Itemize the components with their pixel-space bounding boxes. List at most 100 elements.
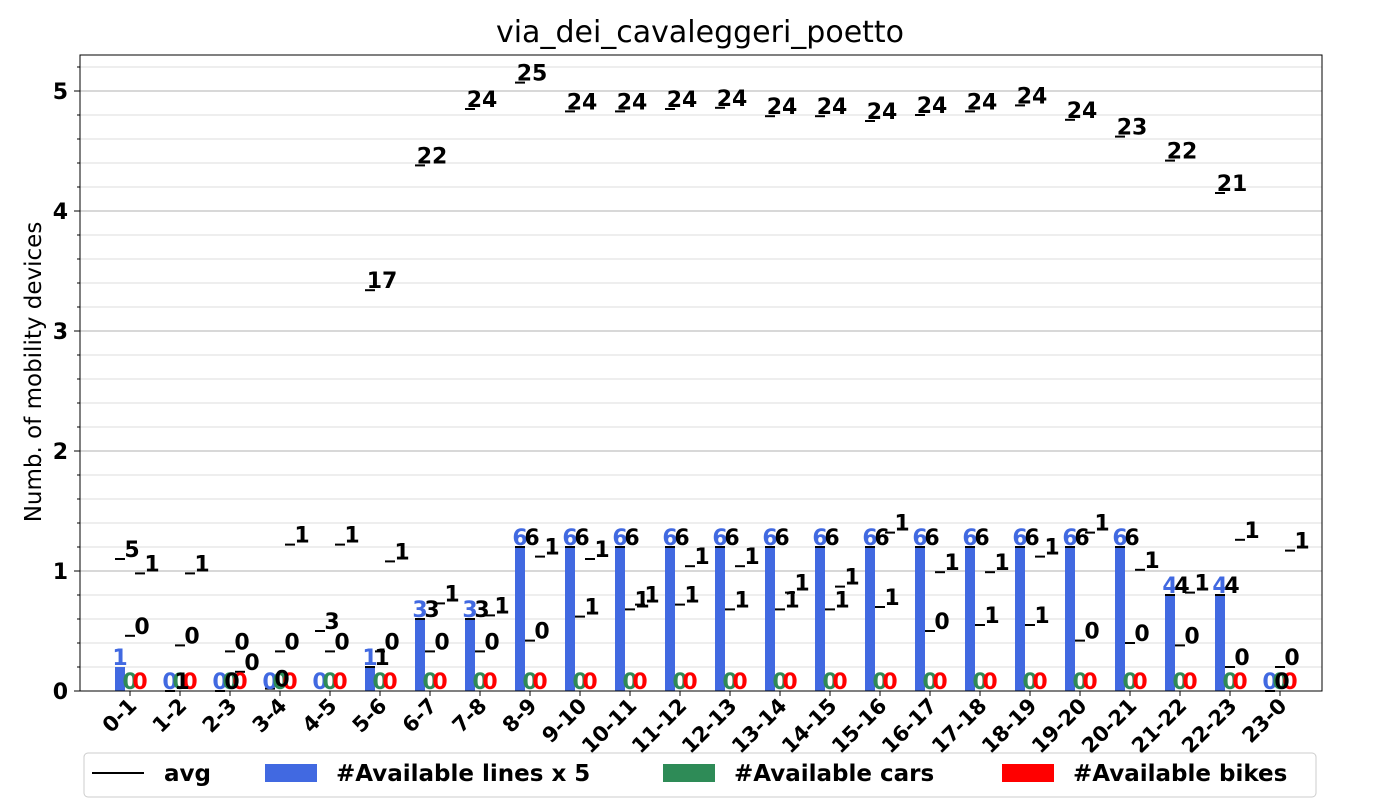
x-tick-label: 19-20 xyxy=(1027,694,1091,758)
bar-value-label: 0 xyxy=(1272,670,1287,695)
bar-value-label: 0 xyxy=(1082,670,1097,695)
x-tick-label: 10-11 xyxy=(577,694,641,758)
x-tick-label: 14-15 xyxy=(777,694,841,758)
avg-value-label: 1 xyxy=(1094,512,1109,537)
bar-value-label: 0 xyxy=(422,670,437,695)
avg-value-label: 1 xyxy=(1244,519,1259,544)
avg-value-label: 0 xyxy=(224,670,239,695)
avg-value-label: 1 xyxy=(984,604,999,629)
bar-value-label: 6 xyxy=(912,526,927,551)
bar xyxy=(415,619,425,691)
avg-value-label: 6 xyxy=(1024,526,1039,551)
x-tick-label: 23-0 xyxy=(1237,694,1291,748)
bar-value-label: 0 xyxy=(482,670,497,695)
bar-value-label: 6 xyxy=(812,526,827,551)
bar-value-label: 0 xyxy=(872,670,887,695)
bar-value-label: 0 xyxy=(282,670,297,695)
avg-value-label: 1 xyxy=(444,582,459,607)
avg-value-label: 0 xyxy=(334,630,349,655)
bar-value-label: 0 xyxy=(472,670,487,695)
bar-value-label: 6 xyxy=(1112,526,1127,551)
bar-value-label: 0 xyxy=(162,670,177,695)
avg-value-label: 1 xyxy=(174,670,189,695)
avg-value-label: 6 xyxy=(1124,526,1139,551)
avg-value-label: 6 xyxy=(824,526,839,551)
bar-value-label: 6 xyxy=(512,526,527,551)
avg-value-label: 24 xyxy=(567,90,598,115)
bar-value-label: 6 xyxy=(612,526,627,551)
bar-value-label: 6 xyxy=(1062,526,1077,551)
avg-value-label: 1 xyxy=(994,551,1009,576)
avg-value-label: 1 xyxy=(584,596,599,621)
avg-value-label: 1 xyxy=(144,552,159,577)
grid-lines xyxy=(80,66,1322,668)
bar xyxy=(1115,547,1125,691)
bar-value-label: 0 xyxy=(572,670,587,695)
avg-value-label: 6 xyxy=(724,526,739,551)
legend-bikes-swatch xyxy=(1002,764,1054,782)
bar-value-label: 0 xyxy=(332,670,347,695)
avg-value-label: 5 xyxy=(124,538,139,563)
avg-value-label: 1 xyxy=(1294,530,1309,555)
y-axis-label: Numb. of mobility devices xyxy=(21,222,47,523)
bar-value-label: 0 xyxy=(172,670,187,695)
avg-value-label: 0 xyxy=(934,610,949,635)
avg-value-label: 1 xyxy=(1044,536,1059,561)
avg-value-label: 1 xyxy=(374,646,389,671)
y-tick-label: 0 xyxy=(53,680,68,705)
avg-value-label: 1 xyxy=(634,588,649,613)
plot-frame xyxy=(79,54,1323,692)
bars xyxy=(115,547,1225,691)
legend-avg-label: avg xyxy=(164,761,211,787)
avg-value-label: 1 xyxy=(1144,549,1159,574)
x-axis-ticks: 0-1 1-2 2-3 3-4 4-5 5-6 6-7 7-8 8-99-1010-1111-1… xyxy=(98,691,1292,758)
avg-value-label: 24 xyxy=(717,87,748,112)
bar-value-label: 0 xyxy=(432,670,447,695)
bar-value-label: 0 xyxy=(832,670,847,695)
bar-value-label: 0 xyxy=(982,670,997,695)
bar xyxy=(1165,595,1175,691)
bar-value-label: 0 xyxy=(372,670,387,695)
avg-value-label: 24 xyxy=(917,94,948,119)
avg-value-label: 25 xyxy=(517,62,548,87)
avg-value-label: 6 xyxy=(574,526,589,551)
bar-value-label: 6 xyxy=(662,526,677,551)
avg-value-label: 0 xyxy=(244,651,259,676)
bar xyxy=(865,547,875,691)
avg-value-label: 1 xyxy=(344,524,359,549)
avg-value-label: 1 xyxy=(744,545,759,570)
bar xyxy=(915,547,925,691)
avg-value-label: 1 xyxy=(844,566,859,591)
avg-value-label: 0 xyxy=(274,668,289,693)
avg-value-label: 24 xyxy=(1017,84,1048,109)
bar-value-label: 0 xyxy=(732,670,747,695)
avg-value-label: 22 xyxy=(1167,140,1198,165)
x-tick-label: 13-14 xyxy=(727,694,791,758)
avg-value-label: 6 xyxy=(774,526,789,551)
avg-value-label: 1 xyxy=(694,545,709,570)
bar-value-label: 3 xyxy=(412,598,427,623)
legend: avg #Available lines x 5 #Available cars… xyxy=(83,752,1317,798)
avg-value-label: 24 xyxy=(667,88,698,113)
avg-value-label: 0 xyxy=(1084,620,1099,645)
bar xyxy=(515,547,525,691)
avg-value-label: 0 xyxy=(484,630,499,655)
avg-value-label: 4 xyxy=(1174,574,1189,599)
bar-value-label: 0 xyxy=(1222,670,1237,695)
y-tick-label: 3 xyxy=(53,320,68,345)
bar-value-label: 0 xyxy=(1232,670,1247,695)
bar-value-label: 1 xyxy=(112,646,127,671)
avg-marks xyxy=(115,81,1295,692)
bar-value-label: 0 xyxy=(582,670,597,695)
bar-value-label: 0 xyxy=(232,670,247,695)
x-tick-label: 6-7 xyxy=(398,694,442,738)
bar-value-label: 6 xyxy=(862,526,877,551)
avg-value-label: 24 xyxy=(817,95,848,120)
bar-value-label: 0 xyxy=(632,670,647,695)
bar-value-label: 0 xyxy=(822,670,837,695)
bar-value-label: 6 xyxy=(1012,526,1027,551)
avg-value-label: 1 xyxy=(734,588,749,613)
bar-value-label: 0 xyxy=(1032,670,1047,695)
y-tick-label: 4 xyxy=(53,200,68,225)
